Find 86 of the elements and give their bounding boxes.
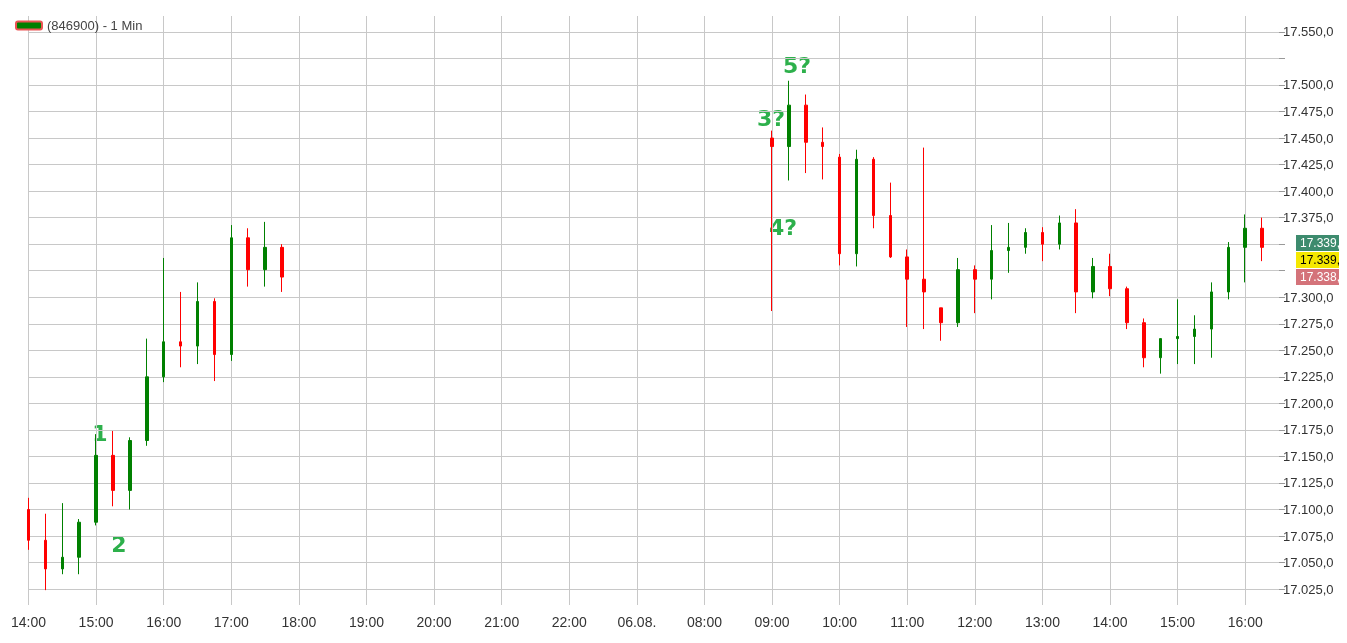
candlestick	[1074, 208, 1078, 314]
candlestick	[1193, 314, 1196, 365]
y-tick-label: 17.400,0	[1283, 183, 1334, 199]
candlestick	[787, 80, 791, 181]
x-tick-label: 10:00	[822, 614, 858, 630]
y-tick-label: 17.050,0	[1283, 555, 1334, 571]
y-tick-label: 17.025,0	[1283, 581, 1334, 597]
candlestick	[1227, 241, 1230, 300]
candlestick	[1260, 217, 1264, 262]
candlestick	[804, 94, 808, 174]
text: 17.339,	[1300, 253, 1341, 267]
candlestick	[213, 297, 216, 382]
text: 17.338,	[1300, 270, 1341, 284]
x-tick-label: 19:00	[348, 614, 385, 630]
x-tick-label: 08:00	[686, 614, 723, 630]
candlestick	[162, 257, 165, 383]
candlestick	[1091, 257, 1095, 299]
y-tick-label: 17.125,0	[1283, 475, 1334, 491]
x-tick-label: 21:00	[484, 614, 520, 630]
y-tick-label: 17.100,0	[1283, 501, 1334, 517]
candlestick	[1007, 222, 1010, 274]
candlestick	[855, 149, 858, 267]
candlestick	[1058, 215, 1061, 250]
candlestick	[1108, 253, 1112, 297]
x-tick-label: 16:00	[146, 614, 182, 630]
x-tick-label: 15:00	[78, 614, 114, 630]
candlestick	[1125, 286, 1129, 330]
x-tick-label: 09:00	[754, 614, 790, 630]
legend-label: (846900) - 1 Min	[47, 18, 143, 33]
candlestick	[27, 497, 30, 551]
candlestick	[872, 156, 875, 229]
y-tick-label: 17.500,0	[1283, 77, 1334, 93]
y-tick-label: 17.225,0	[1283, 369, 1334, 385]
x-tick-label: 16:00	[1227, 614, 1263, 630]
y-tick-label: 17.425,0	[1283, 157, 1334, 173]
y-tick-label: 17.300,0	[1283, 289, 1334, 305]
candlestick	[1024, 227, 1027, 255]
candlestick	[246, 227, 250, 288]
x-tick-label: 12:00	[957, 614, 993, 630]
text: 17.339,	[1300, 236, 1341, 250]
candlestick	[1041, 226, 1044, 262]
candlestick	[61, 502, 64, 575]
candlestick	[905, 248, 909, 328]
y-tick-label: 17.175,0	[1283, 422, 1334, 438]
x-tick-label: 15:00	[1160, 614, 1196, 630]
candlestick	[838, 153, 841, 266]
y-tick-label: 17.075,0	[1283, 528, 1334, 544]
y-tick-label: 17.250,0	[1283, 342, 1334, 358]
candlestick	[956, 257, 960, 328]
candlestick	[1142, 317, 1146, 368]
x-tick-label: 13:00	[1024, 614, 1061, 630]
x-tick-label: 11:00	[890, 614, 925, 630]
candlestick	[145, 338, 149, 447]
x-tick-label: 14:00	[10, 614, 47, 630]
candlestick	[922, 147, 926, 330]
y-tick-label: 17.275,0	[1283, 316, 1334, 332]
y-tick-label: 17.550,0	[1283, 24, 1334, 40]
x-tick-label: 17:00	[213, 614, 250, 630]
y-tick-label: 17.475,0	[1283, 104, 1334, 120]
candlestick	[939, 307, 943, 342]
candlestick	[44, 513, 47, 591]
x-tick-label: 14:00	[1092, 614, 1128, 630]
candlestick	[111, 430, 115, 507]
candlestick	[821, 126, 824, 180]
x-tick-label: 20:00	[416, 614, 452, 630]
y-tick-label: 17.450,0	[1283, 130, 1334, 146]
candlestick	[179, 291, 182, 368]
candlestick	[973, 264, 977, 314]
candlestick	[128, 436, 132, 510]
candlestick	[230, 224, 233, 362]
candlestick	[1210, 281, 1213, 359]
candlestick	[1243, 213, 1247, 283]
y-tick-label: 17.150,0	[1283, 448, 1334, 464]
x-tick-label: 22:00	[551, 614, 587, 630]
candlestick	[196, 281, 199, 365]
candlestick	[77, 518, 81, 575]
y-tick-label: 17.200,0	[1283, 395, 1334, 411]
candlestick	[889, 182, 892, 259]
x-tick-label: 18:00	[281, 614, 317, 630]
candlestick	[1159, 338, 1162, 375]
candlestick	[1176, 298, 1179, 365]
y-tick-label: 17.375,0	[1283, 210, 1334, 226]
candlestick	[263, 221, 267, 288]
x-tick-label: 06.08.	[617, 614, 657, 630]
candlestick	[280, 243, 284, 293]
candlestick	[990, 224, 993, 300]
